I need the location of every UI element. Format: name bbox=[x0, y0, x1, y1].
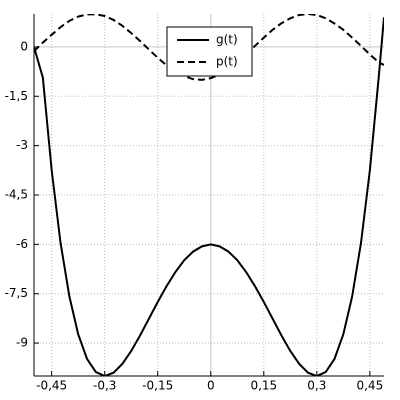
series-line bbox=[34, 14, 384, 81]
legend-label: p(t) bbox=[216, 55, 238, 69]
legend-label: g(t) bbox=[216, 33, 238, 47]
y-tick-label: -9 bbox=[16, 336, 28, 350]
y-tick-label: -7,5 bbox=[5, 286, 28, 300]
y-tick-label: -6 bbox=[16, 237, 28, 251]
legend-box bbox=[166, 26, 253, 77]
y-tick-label: -1,5 bbox=[5, 89, 28, 103]
y-tick-label: 0 bbox=[20, 39, 28, 53]
y-tick-label: -3 bbox=[16, 138, 28, 152]
x-tick-label: 0,45 bbox=[356, 379, 383, 393]
x-tick-label: -0,15 bbox=[142, 379, 173, 393]
x-tick-label: 0,3 bbox=[307, 379, 326, 393]
x-tick-label: -0,3 bbox=[93, 379, 116, 393]
x-tick-label: -0,45 bbox=[36, 379, 67, 393]
y-tick-label: -4,5 bbox=[5, 188, 28, 202]
series-line bbox=[34, 17, 384, 376]
x-tick-label: 0 bbox=[207, 379, 215, 393]
x-tick-label: 0,15 bbox=[250, 379, 277, 393]
